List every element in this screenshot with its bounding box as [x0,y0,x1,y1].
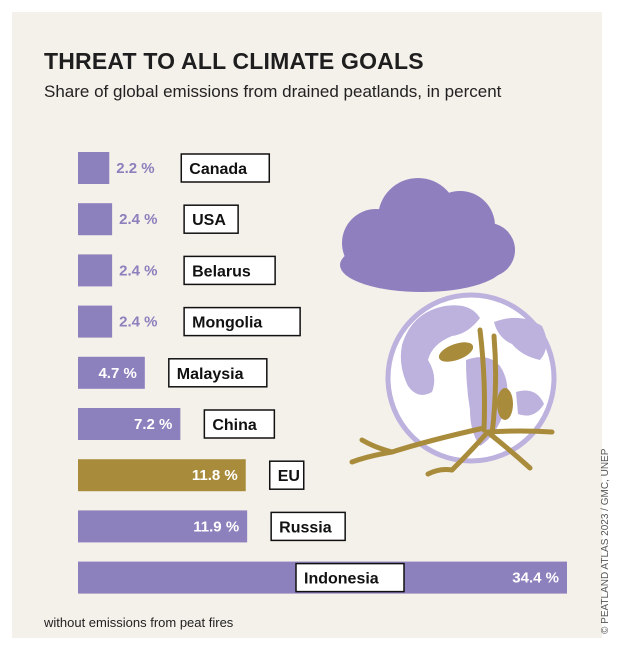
chart-title: THREAT TO ALL CLIMATE GOALS [44,48,424,74]
value-label-china: 7.2 % [134,416,172,433]
cloud-icon [340,178,515,292]
category-label-indonesia: Indonesia [304,571,379,588]
value-label-canada: 2.2 % [116,160,154,177]
illustration [340,178,557,477]
category-box-eu [268,460,305,490]
value-label-belarus: 2.4 % [119,262,157,279]
category-box-indonesia [295,562,405,593]
value-label-malaysia: 4.7 % [98,365,136,382]
value-label-eu: 11.8 % [192,467,238,484]
category-label-malaysia: Malaysia [177,366,244,383]
peat-roots-icon [349,327,555,477]
bar-russia [78,510,248,543]
category-box-belarus [183,255,276,286]
category-label-china: China [212,417,257,434]
bars-layer: 2.2 % Canada 2.4 % USA 2.4 % Belarus 2.4 % Mong… [78,152,567,594]
category-label-usa: USA [192,212,226,229]
bar-canada [78,152,110,184]
category-box-russia [270,511,346,542]
value-label-mongolia: 2.4 % [119,314,157,331]
bar-usa [78,203,113,236]
category-box-mongolia [183,306,301,337]
bar-belarus [78,254,113,287]
category-label-mongolia: Mongolia [192,315,262,332]
value-label-indonesia: 34.4 % [512,570,559,587]
credit-line: © PEATLAND ATLAS 2023 / GMC, UNEP [600,448,611,634]
bar-mongolia [78,305,113,338]
footnote: without emissions from peat fires [44,615,234,630]
category-label-eu: EU [278,468,300,485]
category-box-malaysia [168,358,268,388]
value-label-russia: 11.9 % [193,518,239,535]
bar-malaysia [78,356,145,389]
category-box-usa [183,204,239,234]
chart-subtitle: Share of global emissions from drained p… [44,82,502,101]
bar-china [78,408,181,440]
category-label-belarus: Belarus [192,263,251,280]
category-label-russia: Russia [279,519,332,536]
globe-icon [385,292,557,464]
category-box-china [203,409,276,439]
category-label-canada: Canada [189,161,247,178]
value-label-usa: 2.4 % [119,211,157,228]
category-box-canada [180,153,271,183]
bar-eu [78,459,246,492]
